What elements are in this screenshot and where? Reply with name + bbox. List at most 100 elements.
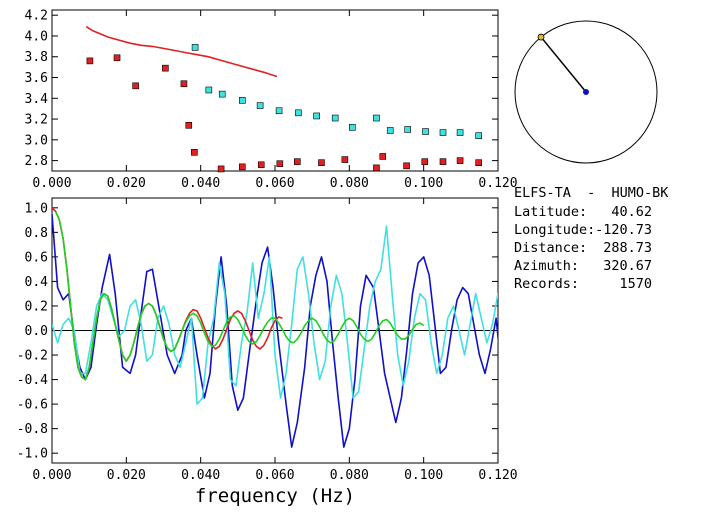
bottom-y-tick-label: -0.2 (17, 349, 48, 364)
bottom-series-line-3 (54, 211, 425, 381)
top-marker-1 (379, 153, 387, 160)
top-marker-2 (422, 128, 429, 135)
info-value: 1570 (619, 276, 652, 292)
azimuth-line (540, 36, 587, 93)
top-marker-2 (349, 124, 356, 131)
info-value: 40.62 (611, 204, 652, 220)
top-marker-1 (191, 149, 198, 156)
bottom-x-axis: 0.000 0.020 0.040 0.060 0.080 0.100 0.120 (32, 198, 518, 483)
bottom-x-tick-label: 0.120 (478, 468, 517, 483)
station-marker (583, 89, 589, 95)
info-label: Records: (514, 276, 579, 292)
top-y-tick-label: 3.0 (25, 133, 48, 148)
top-marker-2 (456, 129, 464, 136)
top-marker-1 (341, 156, 349, 163)
bottom-series (52, 207, 498, 448)
bottom-y-axis: 1.0 0.8 0.6 0.4 0.2 0.0 -0.2 -0.4 -0.6 -0.8 -1.0 (17, 201, 498, 462)
top-marker-1 (86, 57, 94, 65)
top-marker-1 (439, 158, 447, 165)
top-marker-2 (475, 132, 482, 139)
top-series-line (85, 25, 278, 78)
top-marker-2 (256, 102, 264, 109)
top-marker-1 (318, 159, 325, 166)
velocity-plot: 2.8 3.0 3.2 3.4 3.6 3.8 4.0 4.2 0.000 0.020 0.040… (25, 9, 518, 191)
top-marker-1 (185, 121, 193, 129)
top-marker-1 (257, 161, 265, 169)
bottom-y-tick-label: 1.0 (25, 201, 48, 216)
top-y-tick-label: 3.2 (25, 113, 48, 128)
top-x-tick-label: 0.080 (330, 176, 369, 191)
top-series (85, 25, 482, 173)
info-value: 288.73 (603, 240, 652, 256)
bottom-y-tick-label: 0.2 (25, 299, 48, 314)
top-marker-1 (238, 163, 246, 171)
top-marker-1 (373, 164, 380, 172)
x-axis-label: frequency (Hz) (195, 485, 355, 507)
correlation-plot: 1.0 0.8 0.6 0.4 0.2 0.0 -0.2 -0.4 -0.6 -0.8 -1.0 0… (17, 197, 518, 507)
top-marker-1 (113, 54, 121, 62)
top-marker-1 (162, 64, 169, 72)
info-label: Distance: (514, 240, 587, 256)
top-x-tick-label: 0.060 (255, 176, 294, 191)
top-marker-2 (386, 127, 394, 134)
info-value: -120.73 (595, 222, 652, 238)
top-x-tick-label: 0.120 (478, 176, 517, 191)
top-marker-1 (403, 162, 410, 170)
top-marker-2 (331, 114, 339, 122)
bottom-y-tick-label: -0.4 (17, 373, 48, 388)
bottom-y-tick-label: 0.6 (25, 250, 48, 265)
top-x-tick-label: 0.040 (181, 176, 220, 191)
top-marker-2 (313, 112, 320, 120)
top-marker-1 (217, 165, 225, 173)
bottom-x-tick-label: 0.000 (32, 468, 71, 483)
bottom-x-tick-label: 0.080 (330, 468, 369, 483)
bottom-x-tick-label: 0.020 (107, 468, 146, 483)
station-pair-title: ELFS-TA - HUMO-BK (514, 185, 669, 201)
bottom-x-tick-label: 0.100 (404, 468, 443, 483)
top-y-tick-label: 3.8 (25, 50, 48, 65)
top-marker-2 (439, 129, 447, 136)
bottom-x-tick-label: 0.040 (181, 468, 220, 483)
bottom-y-tick-label: -1.0 (17, 447, 48, 462)
top-marker-2 (191, 44, 199, 51)
top-y-tick-label: 2.8 (25, 154, 48, 169)
top-plot-frame (51, 9, 499, 172)
top-x-tick-label: 0.100 (404, 176, 443, 191)
station-info: ELFS-TA - HUMO-BK Latitude: 40.62 Longitud… (514, 185, 669, 292)
bottom-y-tick-label: -0.8 (17, 422, 48, 437)
bottom-y-tick-label: 0.0 (25, 324, 48, 339)
bottom-y-tick-label: 0.4 (25, 275, 49, 290)
top-marker-2 (295, 109, 302, 117)
top-marker-2 (238, 97, 246, 104)
top-x-tick-label: 0.020 (107, 176, 146, 191)
info-value: 320.67 (603, 258, 652, 274)
top-marker-1 (456, 157, 464, 164)
top-y-tick-label: 3.6 (25, 71, 48, 86)
top-marker-1 (180, 80, 188, 88)
top-x-axis: 0.000 0.020 0.040 0.060 0.080 0.100 0.120 (32, 10, 518, 191)
info-label: Longitude: (514, 222, 595, 238)
bottom-y-tick-label: 0.8 (25, 226, 48, 241)
azimuth-diagram (514, 20, 658, 164)
top-marker-2 (373, 114, 380, 122)
bottom-y-tick-label: -0.6 (17, 398, 48, 413)
info-lines: Latitude: 40.62 Longitude: -120.73 Distance:… (514, 204, 652, 292)
top-y-tick-label: 4.2 (25, 9, 48, 24)
top-y-axis: 2.8 3.0 3.2 3.4 3.6 3.8 4.0 4.2 (25, 9, 498, 169)
top-marker-1 (475, 159, 482, 166)
top-marker-1 (293, 158, 301, 165)
top-marker-2 (218, 90, 226, 98)
source-marker (537, 33, 545, 41)
top-x-tick-label: 0.000 (32, 176, 71, 191)
top-y-tick-label: 4.0 (25, 29, 48, 44)
top-marker-1 (132, 82, 139, 90)
bottom-series-line-1 (52, 225, 498, 405)
top-marker-2 (275, 107, 283, 115)
info-label: Latitude: (514, 204, 587, 220)
top-marker-2 (404, 126, 411, 133)
top-marker-1 (276, 160, 284, 168)
top-marker-1 (421, 158, 429, 165)
info-label: Azimuth: (514, 258, 579, 274)
bottom-x-tick-label: 0.060 (255, 468, 294, 483)
